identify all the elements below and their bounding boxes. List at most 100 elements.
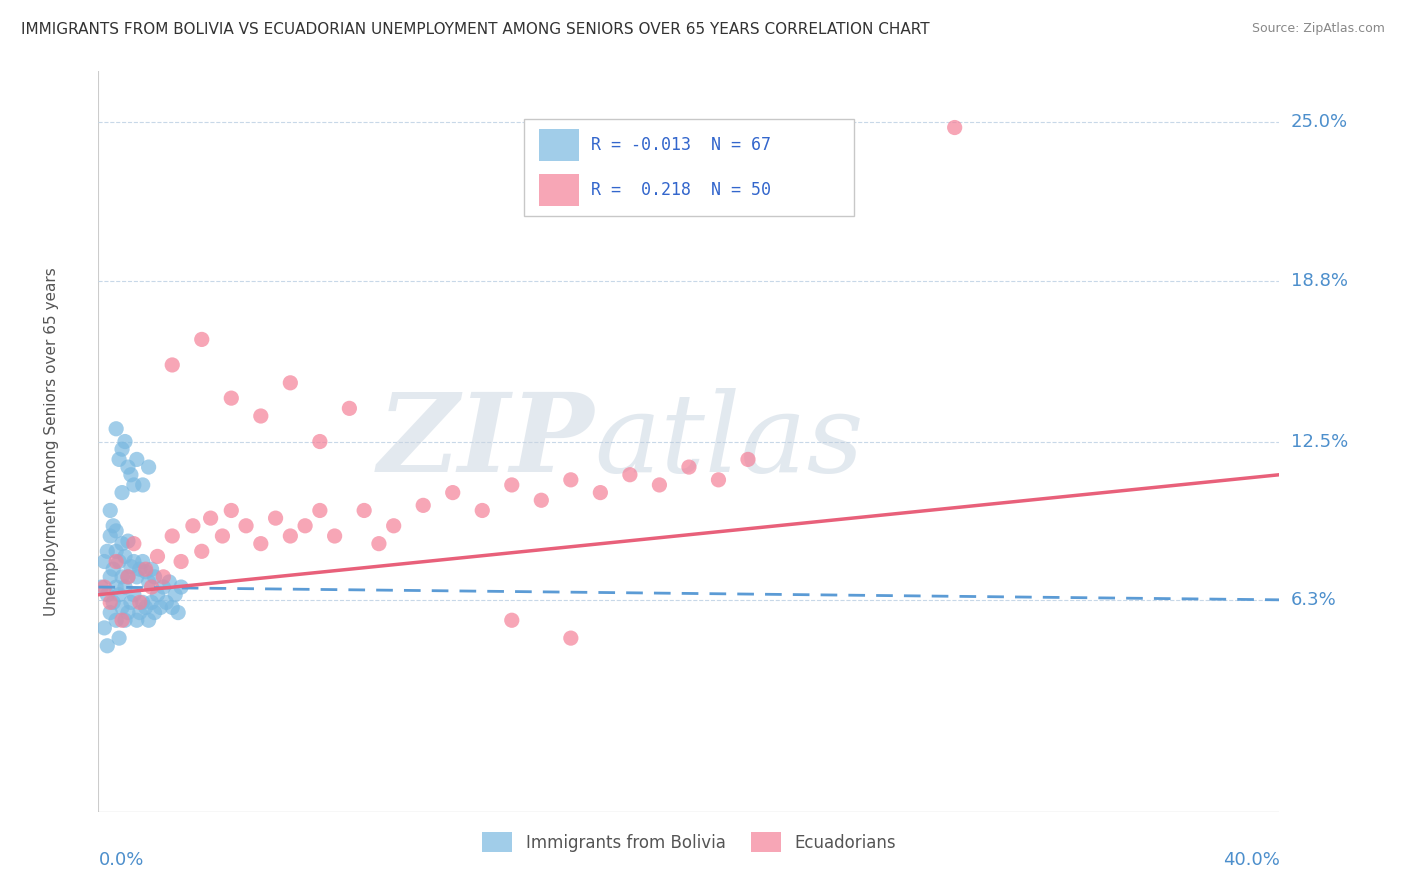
Point [108, 555, 131, 569]
Text: Unemployment Among Seniors over 65 years: Unemployment Among Seniors over 65 years [44, 268, 59, 615]
Point [105, 580, 128, 594]
Point [152, 580, 174, 594]
Point [165, 588, 187, 602]
Text: ZIP: ZIP [378, 388, 595, 495]
Point [155, 595, 177, 609]
Point [560, 631, 582, 645]
Point [93, 621, 115, 635]
Point [170, 555, 193, 569]
Point [105, 613, 128, 627]
Point [114, 549, 136, 564]
Point [191, 544, 214, 558]
Text: 6.3%: 6.3% [1291, 591, 1336, 609]
Text: R = -0.013  N = 67: R = -0.013 N = 67 [591, 136, 770, 154]
Point [103, 562, 125, 576]
Point [162, 358, 183, 372]
Point [264, 511, 287, 525]
Point [128, 562, 150, 576]
Text: Source: ZipAtlas.com: Source: ZipAtlas.com [1251, 22, 1385, 36]
Text: 0.0%: 0.0% [98, 851, 143, 869]
Point [111, 485, 134, 500]
Point [501, 613, 523, 627]
Point [114, 613, 136, 627]
Point [339, 401, 361, 416]
Point [471, 503, 494, 517]
Point [280, 376, 302, 390]
Point [105, 555, 128, 569]
Point [90, 580, 112, 594]
Point [162, 529, 183, 543]
Point [162, 600, 183, 615]
Point [103, 595, 125, 609]
Point [122, 478, 145, 492]
Point [103, 518, 125, 533]
Point [943, 120, 966, 135]
Point [138, 460, 160, 475]
Point [96, 639, 118, 653]
Point [98, 529, 121, 543]
Point [111, 600, 134, 615]
Text: atlas: atlas [595, 388, 865, 495]
Point [93, 580, 115, 594]
Point [280, 529, 302, 543]
Point [309, 503, 332, 517]
Point [135, 562, 157, 576]
Point [117, 534, 139, 549]
Text: IMMIGRANTS FROM BOLIVIA VS ECUADORIAN UNEMPLOYMENT AMONG SENIORS OVER 65 YEARS C: IMMIGRANTS FROM BOLIVIA VS ECUADORIAN UN… [21, 22, 929, 37]
Point [98, 606, 121, 620]
Point [108, 588, 131, 602]
Point [141, 595, 163, 609]
Point [678, 460, 700, 475]
Text: R =  0.218  N = 50: R = 0.218 N = 50 [591, 181, 770, 199]
Point [117, 606, 139, 620]
Point [111, 536, 134, 550]
Point [128, 595, 150, 609]
Point [353, 503, 375, 517]
Text: 18.8%: 18.8% [1291, 272, 1347, 290]
Point [412, 499, 434, 513]
Point [146, 549, 169, 564]
Point [105, 544, 128, 558]
Text: 25.0%: 25.0% [1291, 113, 1348, 131]
Point [152, 570, 174, 584]
Point [149, 600, 172, 615]
Point [117, 570, 139, 584]
Point [138, 574, 160, 589]
FancyBboxPatch shape [523, 120, 855, 216]
Point [323, 529, 346, 543]
Point [501, 478, 523, 492]
Point [132, 555, 155, 569]
Point [191, 333, 214, 347]
Point [125, 452, 148, 467]
Point [111, 570, 134, 584]
Point [235, 518, 257, 533]
Point [181, 518, 204, 533]
Point [128, 606, 150, 620]
Point [221, 503, 243, 517]
Point [167, 606, 190, 620]
Point [250, 409, 273, 423]
Point [141, 562, 163, 576]
Point [96, 588, 118, 602]
Point [530, 493, 553, 508]
Point [211, 529, 233, 543]
Point [108, 452, 131, 467]
Point [135, 600, 157, 615]
Point [250, 536, 273, 550]
FancyBboxPatch shape [538, 129, 579, 161]
Point [108, 631, 131, 645]
FancyBboxPatch shape [538, 174, 579, 206]
Point [125, 570, 148, 584]
Point [93, 555, 115, 569]
Point [382, 518, 405, 533]
Point [96, 544, 118, 558]
Point [648, 478, 671, 492]
Point [737, 452, 759, 467]
Point [125, 613, 148, 627]
Point [309, 434, 332, 449]
Point [114, 580, 136, 594]
Point [707, 473, 730, 487]
Point [138, 613, 160, 627]
Point [294, 518, 316, 533]
Point [105, 524, 128, 538]
